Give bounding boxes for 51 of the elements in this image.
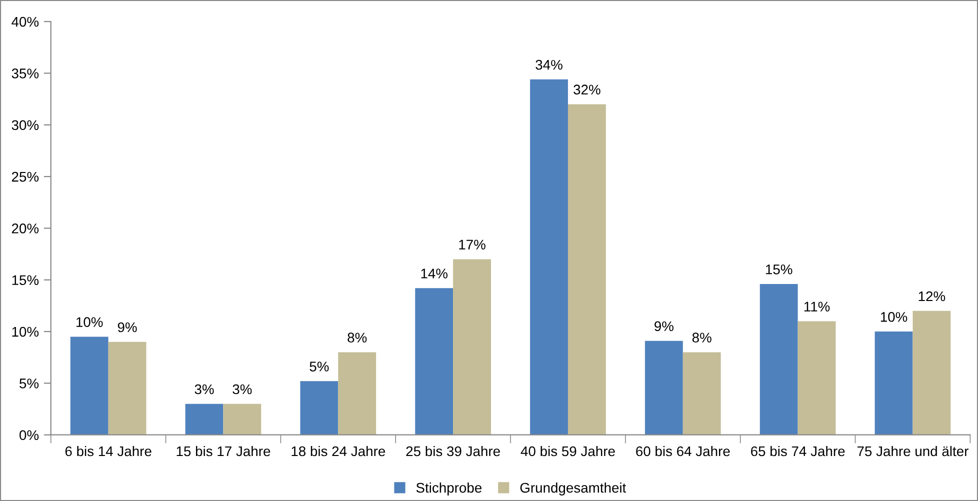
x-tick-label: 25 bis 39 Jahre: [406, 446, 500, 456]
data-label: 12%: [918, 291, 946, 302]
bar: [338, 352, 376, 435]
bar: [108, 342, 146, 435]
bar: [415, 288, 454, 435]
bar: [798, 321, 836, 435]
bar: [760, 284, 798, 435]
data-label: 11%: [804, 302, 830, 312]
data-label: 17%: [459, 240, 486, 250]
legend-label: Stichprobe: [416, 482, 482, 496]
data-label: 3%: [232, 384, 252, 394]
data-label: 15%: [766, 264, 792, 274]
x-tick-label: 40 bis 59 Jahre: [520, 446, 615, 456]
y-tick-label: 5%: [20, 378, 39, 388]
bar: [223, 404, 262, 435]
data-label: 34%: [536, 60, 562, 70]
bar: [912, 310, 951, 435]
y-tick-label: 35%: [12, 68, 39, 78]
x-tick-label: 65 bis 74 Jahre: [751, 446, 845, 456]
y-tick-label: 15%: [12, 275, 39, 286]
data-label: 10%: [76, 317, 103, 328]
y-tick-label: 20%: [12, 224, 39, 234]
data-label: 10%: [880, 312, 908, 322]
legend-label: Grundgesamtheit: [520, 482, 626, 496]
bar: [300, 381, 338, 435]
data-label: 32%: [574, 84, 600, 95]
x-tick-label: 60 bis 64 Jahre: [636, 446, 730, 456]
x-tick-label: 15 bis 17 Jahre: [176, 446, 270, 456]
y-tick-label: 40%: [12, 16, 39, 27]
data-label: 14%: [421, 268, 448, 278]
y-tick-label: 25%: [12, 172, 39, 182]
y-tick-label: 0%: [20, 430, 39, 440]
bar: [185, 404, 224, 435]
bar: [874, 332, 913, 435]
x-tick-label: 75 Jahre und älter: [857, 446, 968, 456]
bar: [530, 79, 568, 435]
data-label: 3%: [194, 384, 214, 394]
data-label: 9%: [654, 321, 674, 332]
y-tick-label: 10%: [12, 326, 39, 337]
bar: [568, 104, 606, 435]
data-label: 9%: [118, 322, 137, 332]
data-label: 5%: [310, 362, 329, 372]
bar: [644, 340, 683, 435]
x-tick-label: 18 bis 24 Jahre: [292, 446, 386, 456]
y-tick-label: 30%: [12, 120, 39, 130]
bar: [70, 336, 108, 435]
x-tick-label: 6 bis 14 Jahre: [65, 446, 152, 456]
bar: [682, 352, 721, 435]
bar: [453, 259, 491, 435]
data-label: 8%: [348, 332, 367, 343]
data-label: 8%: [692, 332, 712, 343]
